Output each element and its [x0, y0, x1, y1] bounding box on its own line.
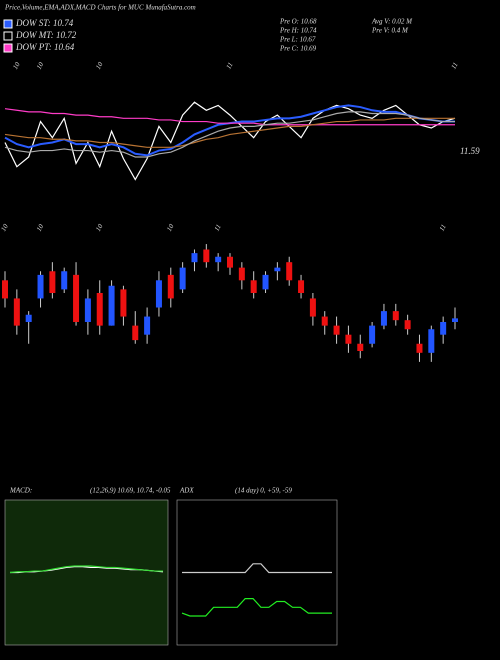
x-tick-label: 11: [438, 223, 448, 233]
candle-body: [120, 289, 127, 317]
panel-title: MACD:: [9, 487, 32, 495]
candle-body: [250, 280, 257, 293]
candle-body: [262, 274, 269, 290]
x-tick-label: 11: [213, 223, 223, 233]
x-tick-label: 10: [165, 222, 176, 232]
legend-swatch: [3, 31, 13, 41]
candle-body: [73, 274, 80, 322]
panel-title: ADX: [179, 487, 194, 495]
candle-body: [215, 256, 222, 263]
candle-body: [440, 322, 447, 335]
candle-body: [321, 316, 328, 326]
panel: [4, 499, 169, 646]
candle-body: [369, 325, 376, 344]
candle-body: [155, 280, 162, 308]
x-tick-label: 10: [35, 222, 46, 232]
panel-subtitle: (14 day) 0, +59, -59: [235, 487, 292, 495]
candle-body: [238, 267, 245, 281]
x-tick-label: 11: [450, 61, 460, 71]
legend-entry: DOW PT: 10.64: [15, 42, 75, 52]
x-tick-label: 10: [0, 222, 10, 232]
stat: Pre H: 10.74: [279, 27, 317, 35]
candle-body: [96, 293, 103, 326]
candle-body: [416, 343, 423, 353]
candle-body: [357, 343, 364, 351]
candle-body: [380, 311, 387, 326]
legend-swatch: [3, 43, 13, 53]
candle-body: [25, 314, 32, 322]
series-line: [4, 108, 455, 126]
stat: Pre V: 0.4 M: [371, 27, 409, 35]
candle-body: [286, 262, 293, 281]
candle-body: [333, 325, 340, 335]
panel-subtitle: (12,26,9) 10.69, 10.74, -0.05: [90, 487, 171, 495]
stat: Pre L: 10.67: [279, 36, 316, 44]
candle-body: [392, 311, 399, 321]
candle-body: [61, 271, 68, 290]
series-line: [182, 563, 332, 574]
x-tick-label: 10: [35, 60, 46, 70]
x-tick-label: 10: [94, 222, 105, 232]
x-tick-label: 10: [94, 60, 105, 70]
candle-body: [167, 274, 174, 299]
candle-body: [404, 320, 411, 330]
candle-body: [108, 285, 115, 326]
stat: Avg V: 0.02 M: [371, 18, 413, 26]
candle-body: [84, 298, 91, 322]
candle-body: [132, 325, 139, 341]
candle-body: [309, 298, 316, 317]
candle-body: [191, 253, 198, 263]
series-line: [9, 565, 163, 574]
legend-entry: DOW ST: 10.74: [15, 18, 74, 28]
candle-body: [179, 267, 186, 290]
candle-body: [49, 271, 56, 293]
x-tick-label: 11: [225, 61, 235, 71]
legend-swatch: [3, 19, 13, 29]
candle-body: [2, 280, 8, 299]
candle-body: [298, 280, 305, 293]
series-line: [181, 598, 332, 617]
page-title: Price,Volume,EMA,ADX,MACD Charts for MUC…: [4, 4, 196, 12]
candle-body: [13, 298, 20, 326]
legend-entry: DOW MT: 10.72: [15, 30, 77, 40]
candle-body: [274, 267, 281, 272]
annotation: 11.59: [460, 146, 480, 156]
x-tick-label: 10: [11, 60, 22, 70]
candle-body: [203, 249, 210, 263]
candle-body: [37, 274, 44, 299]
candle-body: [452, 318, 458, 322]
candle-body: [428, 329, 435, 353]
series-line: [4, 111, 455, 158]
stat: Pre O: 10.68: [279, 18, 317, 26]
candle-body: [144, 316, 151, 335]
series-line: [4, 117, 455, 148]
candle-body: [345, 334, 352, 344]
candle-body: [227, 256, 233, 268]
stat: Pre C: 10.69: [279, 45, 317, 53]
